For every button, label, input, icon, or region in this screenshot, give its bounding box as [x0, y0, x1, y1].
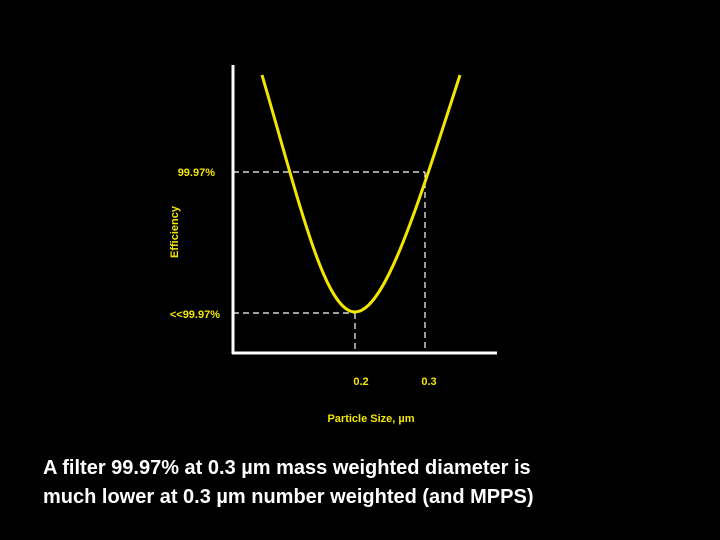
- efficiency-curve: [260, 74, 462, 314]
- guide-lines: [233, 171, 426, 353]
- x-tick-label: 0.3: [421, 376, 436, 388]
- caption-line: A filter 99.97% at 0.3 µm mass weighted …: [43, 457, 531, 479]
- x-tick-label: 0.2: [353, 376, 368, 388]
- caption-line: much lower at 0.3 µm number weighted (an…: [43, 486, 534, 508]
- y-tick-label: 99.97%: [178, 167, 216, 179]
- y-tick-label: <<99.97%: [170, 309, 220, 321]
- y-axis-label: Efficiency: [169, 205, 181, 258]
- x-axis-label: Particle Size, µm: [327, 413, 414, 425]
